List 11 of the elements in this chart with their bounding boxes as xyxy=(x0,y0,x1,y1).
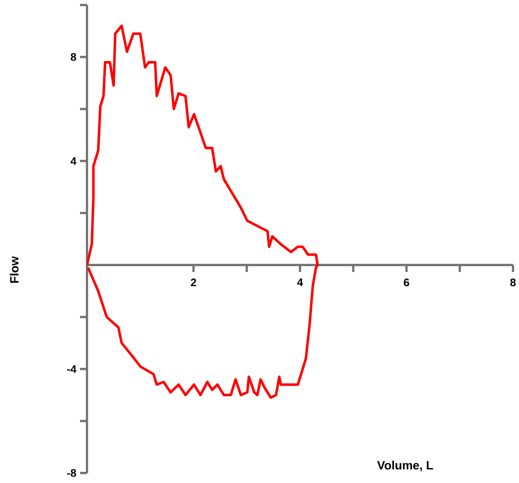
line-series xyxy=(87,24,319,399)
y-tick-label: 8 xyxy=(70,53,76,61)
y-axis-title: Flow xyxy=(10,256,19,283)
x-tick-label: 6 xyxy=(404,278,410,286)
x-tick-label: 4 xyxy=(297,278,303,286)
x-tick-label: 8 xyxy=(510,278,516,286)
y-tick-label: -8 xyxy=(67,469,76,477)
y-tick-label: -4 xyxy=(67,365,76,373)
y-tick-label: 4 xyxy=(70,157,76,165)
x-tick-label: 2 xyxy=(190,278,196,286)
x-axis-title: Volume, L xyxy=(377,460,433,472)
